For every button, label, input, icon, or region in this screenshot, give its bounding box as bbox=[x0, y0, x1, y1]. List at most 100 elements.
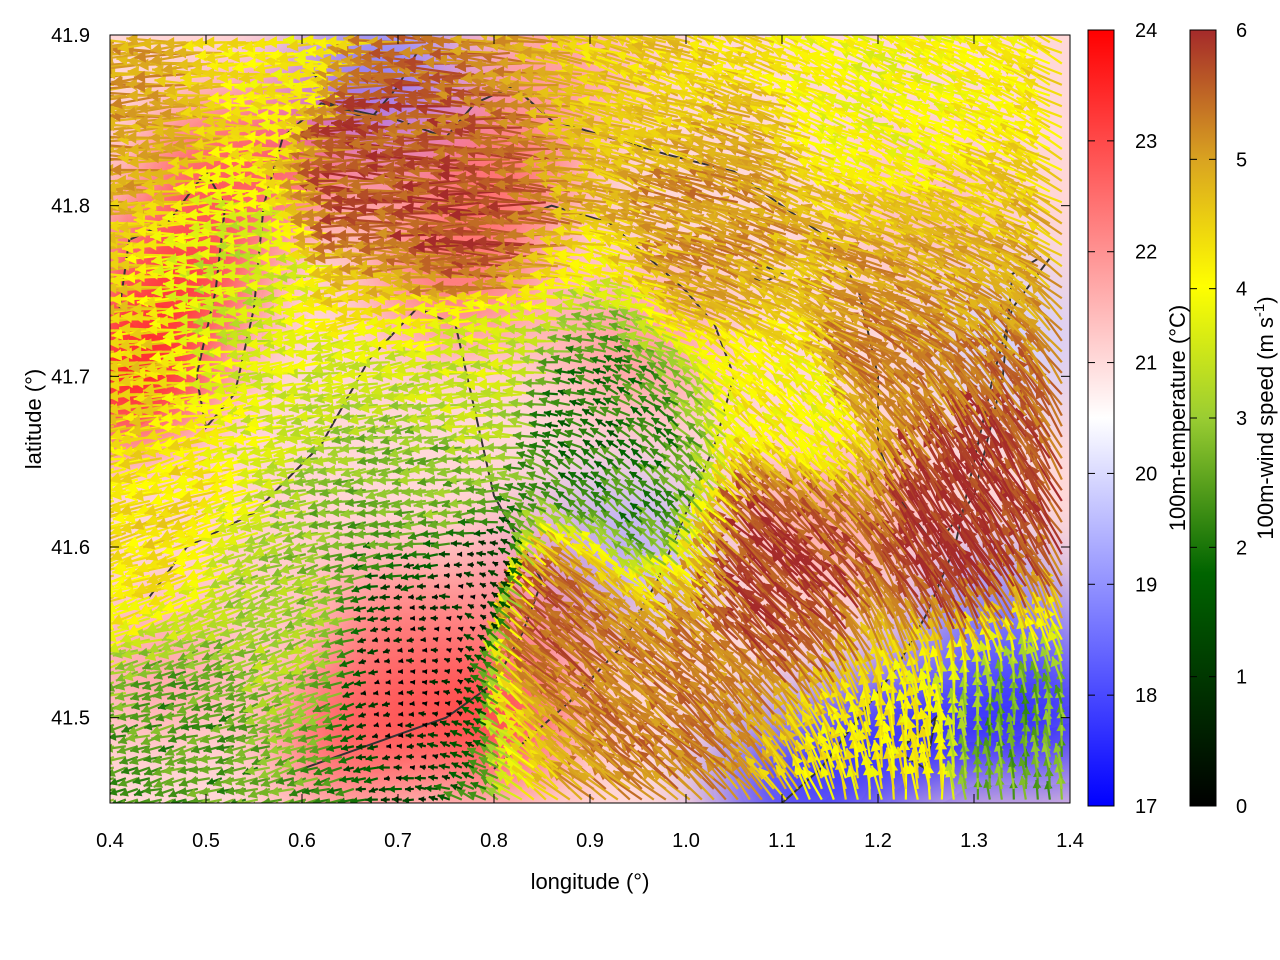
wind-arrow-head bbox=[568, 768, 581, 780]
wind-arrow-head bbox=[479, 769, 489, 778]
wind-arrow bbox=[260, 777, 283, 788]
wind-arrow-head bbox=[456, 781, 466, 789]
wind-arrow bbox=[164, 777, 187, 787]
wind-arrow bbox=[311, 786, 331, 795]
wind-arrow bbox=[216, 798, 235, 803]
wind-arrow-head bbox=[843, 748, 856, 761]
wind-arrow bbox=[448, 771, 463, 780]
wind-arrow-head bbox=[415, 784, 422, 792]
wind-arrow-head bbox=[637, 750, 650, 763]
wind-arrow bbox=[110, 638, 115, 642]
wind-arrow bbox=[478, 768, 499, 780]
wind-arrow-head bbox=[404, 785, 411, 793]
wind-arrow-head bbox=[869, 765, 881, 778]
wind-arrow bbox=[483, 775, 511, 790]
wind-arrow-head bbox=[120, 798, 126, 803]
wind-arrow-shaft bbox=[110, 617, 115, 621]
wind-arrow bbox=[418, 796, 426, 803]
wind-arrow bbox=[443, 790, 463, 801]
wind-arrow bbox=[401, 774, 414, 782]
wind-arrow-head bbox=[350, 796, 358, 803]
wind-arrow-head bbox=[110, 743, 114, 753]
wind-arrow-head bbox=[143, 797, 151, 803]
wind-arrow-head bbox=[99, 649, 109, 659]
wind-arrow-shaft bbox=[110, 659, 115, 664]
wind-arrow-head bbox=[313, 778, 323, 786]
wind-arrow bbox=[94, 787, 115, 797]
wind-arrow bbox=[199, 786, 223, 797]
wind-arrow-head bbox=[134, 788, 143, 797]
contour-line bbox=[147, 306, 544, 770]
wind-arrow-head bbox=[94, 789, 103, 797]
wind-arrow bbox=[456, 788, 475, 801]
wind-arrow-head bbox=[275, 800, 279, 803]
wind-arrow bbox=[321, 777, 343, 787]
wind-arrow-head bbox=[437, 794, 446, 801]
wind-arrow bbox=[402, 796, 414, 803]
wind-arrow bbox=[467, 791, 487, 801]
wind-arrow-head bbox=[90, 673, 100, 682]
wind-arrow bbox=[235, 798, 259, 803]
wind-arrow bbox=[461, 771, 475, 780]
wind-arrow bbox=[157, 798, 175, 803]
wind-arrow-shaft bbox=[110, 627, 115, 632]
wind-arrow-head bbox=[89, 616, 101, 628]
wind-arrow bbox=[383, 775, 390, 782]
wind-arrow-head bbox=[120, 788, 129, 797]
wind-arrow bbox=[391, 796, 402, 803]
wind-arrow bbox=[259, 787, 283, 797]
wind-arrow bbox=[235, 786, 259, 796]
wind-arrow bbox=[288, 787, 307, 797]
wind-arrow bbox=[368, 786, 379, 794]
wind-arrow bbox=[378, 785, 390, 793]
wind-arrow-head bbox=[396, 775, 402, 782]
wind-arrow bbox=[324, 798, 343, 803]
wind-arrow-head bbox=[91, 705, 101, 714]
wind-arrow bbox=[249, 777, 271, 786]
wind-arrow-head bbox=[170, 798, 177, 803]
wind-arrow-head bbox=[443, 791, 453, 800]
wind-arrow-head bbox=[95, 715, 104, 723]
wind-arrow-head bbox=[157, 800, 162, 803]
wind-arrow-head bbox=[355, 785, 362, 793]
wind-arrow bbox=[275, 776, 295, 785]
wind-arrow-head bbox=[312, 797, 321, 803]
contour-line bbox=[743, 264, 785, 284]
wind-arrow-head bbox=[401, 774, 408, 782]
wind-arrow-head bbox=[428, 795, 436, 802]
wind-arrow-head bbox=[705, 760, 718, 774]
wind-arrow-head bbox=[110, 777, 118, 786]
wind-arrow-head bbox=[337, 797, 346, 803]
wind-arrow-head bbox=[484, 775, 496, 786]
wind-arrow-head bbox=[154, 788, 164, 797]
wind-arrow-head bbox=[118, 778, 128, 787]
wind-arrow bbox=[468, 765, 487, 780]
wind-arrow-head bbox=[75, 604, 87, 615]
wind-arrow-head bbox=[222, 776, 233, 786]
wind-arrow-head bbox=[378, 785, 386, 793]
wind-arrow bbox=[119, 787, 139, 797]
wind-arrow-head bbox=[321, 778, 332, 787]
wind-arrow-shaft bbox=[287, 798, 307, 803]
wind-arrow-head bbox=[339, 775, 347, 784]
wind-arrow-head bbox=[132, 776, 141, 785]
wind-arrow-head bbox=[249, 777, 259, 786]
wind-arrow-head bbox=[326, 786, 335, 795]
wind-arrow-shaft bbox=[110, 606, 115, 610]
wind-arrow-head bbox=[486, 787, 498, 797]
wind-arrow bbox=[110, 585, 115, 589]
wind-arrow bbox=[395, 775, 402, 782]
wind-arrow-shaft bbox=[110, 595, 115, 600]
wind-arrow-head bbox=[262, 797, 271, 803]
wind-arrow-shaft bbox=[325, 798, 343, 803]
wind-arrow-head bbox=[470, 781, 479, 790]
wind-arrow bbox=[414, 784, 427, 792]
wind-arrow-head bbox=[90, 608, 102, 620]
wind-arrow bbox=[355, 785, 366, 793]
wind-arrow bbox=[142, 786, 162, 795]
wind-arrow bbox=[335, 787, 355, 797]
wind-arrow-head bbox=[78, 620, 90, 632]
wind-arrow-head bbox=[142, 786, 152, 795]
wind-arrow bbox=[433, 783, 451, 792]
wind-arrow-shaft bbox=[236, 798, 259, 803]
